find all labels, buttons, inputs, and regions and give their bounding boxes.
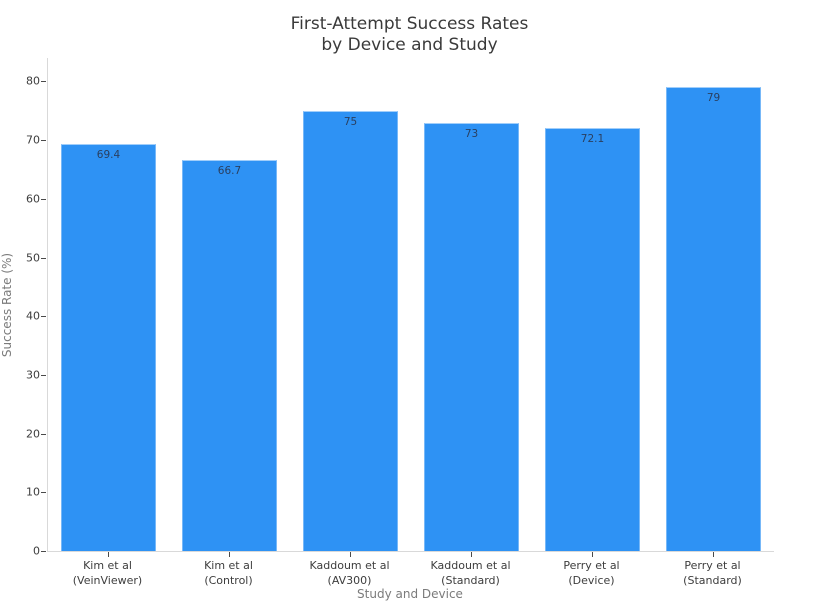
bar-value-label: 73 [464,127,479,140]
x-tick-label: Perry et al (Standard) [652,559,773,588]
y-tick-label: 70 [26,133,40,147]
y-tick-label: 40 [26,309,40,323]
y-axis-title: Success Rate (%) [0,252,14,358]
x-tick-label-line: (Device) [568,573,615,587]
x-tick-mark [712,552,714,557]
x-axis-title: Study and Device [357,587,463,601]
x-tick-label-line: Perry et al [684,559,741,572]
y-tick-mark [41,257,46,259]
bar-6: 79 [666,87,761,551]
x-tick-label-line: Kim et al [204,559,253,572]
y-tick-mark [41,374,46,376]
x-tick-label-line: (Standard) [441,573,500,587]
x-tick-label: Kaddoum et al (Standard) [410,559,531,588]
plot-area: 69.4 66.7 75 73 72.1 79 [47,58,774,552]
y-tick-label: 50 [26,251,40,265]
bar-value-label: 72.1 [580,132,605,145]
y-tick-label: 60 [26,192,40,206]
y-tick-mark [41,316,46,318]
y-tick-mark [41,81,46,83]
x-tick-mark [107,552,109,557]
bar-1: 69.4 [61,143,156,551]
bar-slot: 79 [653,58,774,551]
y-tick-mark [41,551,46,552]
x-tick-label: Perry et al (Device) [531,559,652,588]
bar-value-label: 66.7 [217,164,242,177]
bar-slot: 66.7 [169,58,290,551]
x-tick-mark [228,552,230,557]
bar-value-label: 79 [706,92,721,105]
chart-title: First-Attempt Success Rates by Device an… [0,14,819,56]
x-tick-mark [470,552,472,557]
x-tick-label-line: (AV300) [327,573,372,587]
y-tick-mark [41,198,46,200]
x-tick-label: Kaddoum et al (AV300) [289,559,410,588]
x-tick-label-line: Kaddoum et al [309,559,390,572]
x-tick-label-line: (Standard) [683,573,742,587]
x-tick-label-line: Kim et al [83,559,132,572]
bar-5: 72.1 [545,127,640,551]
x-tick-label-line: Perry et al [563,559,620,572]
bar-4: 73 [424,122,519,551]
y-tick-mark [41,140,46,142]
x-tick-label-line: (Control) [204,573,253,587]
y-tick-mark [41,492,46,494]
y-tick-label: 20 [26,427,40,441]
y-tick-label: 80 [26,74,40,88]
bars-row: 69.4 66.7 75 73 72.1 79 [48,58,774,551]
bar-slot: 75 [290,58,411,551]
x-tick-label-line: (VeinViewer) [72,573,143,587]
y-tick-label: 0 [33,544,40,558]
y-tick-label: 30 [26,368,40,382]
y-tick-label: 10 [26,485,40,499]
bar-value-label: 69.4 [96,148,121,161]
chart-title-line-2: by Device and Study [321,35,498,55]
bar-slot: 73 [411,58,532,551]
bar-slot: 72.1 [532,58,653,551]
chart-title-line-1: First-Attempt Success Rates [290,14,529,34]
bar-slot: 69.4 [48,58,169,551]
bar-3: 75 [303,110,398,551]
bar-value-label: 75 [343,115,358,128]
y-tick-mark [41,433,46,435]
x-tick-label: Kim et al (VeinViewer) [47,559,168,588]
x-tick-mark [591,552,593,557]
x-tick-label: Kim et al (Control) [168,559,289,588]
x-tick-mark [349,552,351,557]
x-tick-label-line: Kaddoum et al [430,559,511,572]
bar-2: 66.7 [182,159,277,551]
